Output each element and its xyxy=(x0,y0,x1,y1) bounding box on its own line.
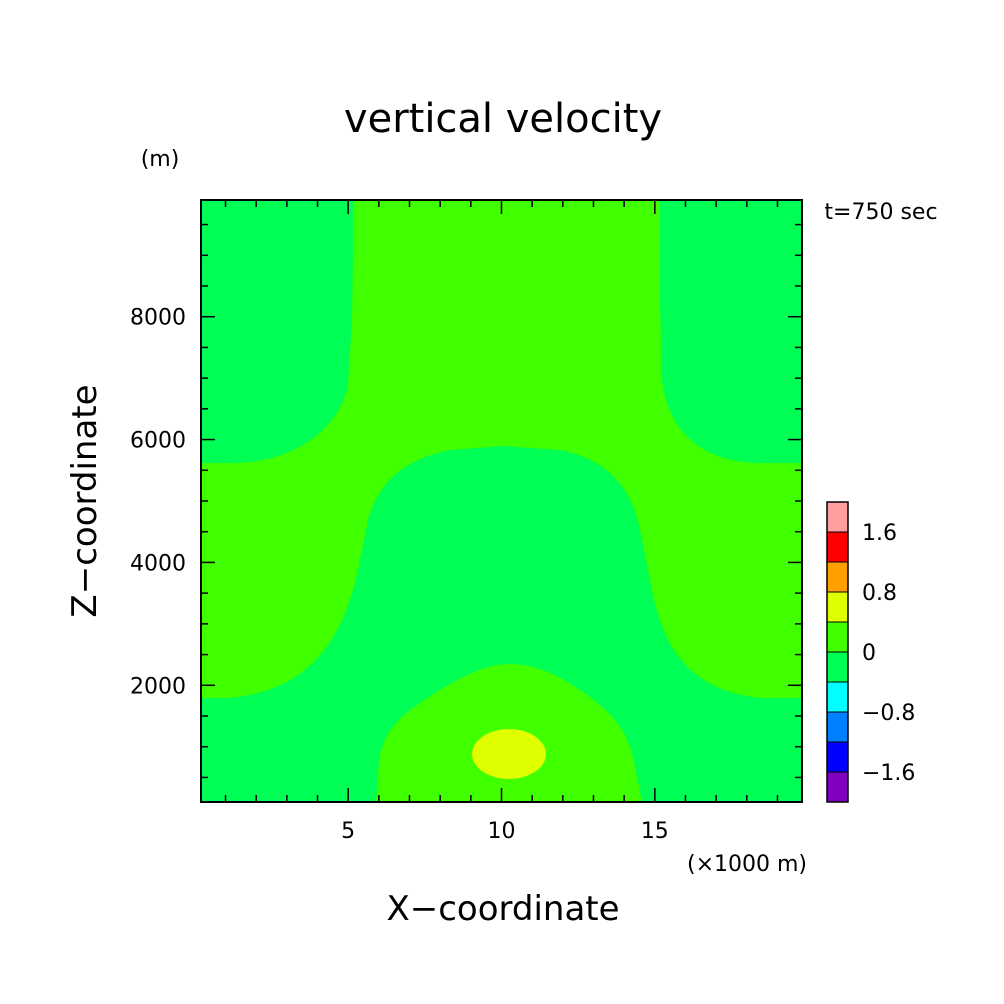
x-tick-label: 15 xyxy=(641,819,669,844)
colorbar-segment xyxy=(826,681,849,713)
plot-area: 5 10 15 2000 4000 6000 8000 xyxy=(130,199,803,844)
colorbar-tick-label: −1.6 xyxy=(862,761,915,786)
colorbar-segment xyxy=(826,651,849,683)
colorbar: −1.6 −0.8 0 0.8 1.6 xyxy=(826,501,915,803)
chart-title: vertical velocity xyxy=(344,96,662,142)
x-axis-title: X−coordinate xyxy=(386,889,619,929)
y-tick-label: 2000 xyxy=(130,674,186,699)
colorbar-tick-label: −0.8 xyxy=(862,701,915,726)
colorbar-segment xyxy=(826,741,849,773)
colorbar-segment xyxy=(826,621,849,653)
x-tick-label: 10 xyxy=(488,819,516,844)
y-axis-ticks: 2000 4000 6000 8000 xyxy=(130,223,802,779)
x-axis-ticks: 5 10 15 xyxy=(224,200,779,844)
colorbar-tick-label: 1.6 xyxy=(862,521,897,546)
time-label: t=750 sec xyxy=(824,200,937,225)
y-tick-label: 4000 xyxy=(130,551,186,576)
x-unit-label: (×1000 m) xyxy=(687,852,807,877)
colorbar-segment xyxy=(826,531,849,563)
colorbar-segment xyxy=(826,771,849,803)
y-axis-title: Z−coordinate xyxy=(65,384,105,617)
x-tick-label: 5 xyxy=(341,819,355,844)
colorbar-frame xyxy=(826,501,849,803)
colorbar-segment xyxy=(826,591,849,623)
y-tick-label: 6000 xyxy=(130,429,186,454)
colorbar-segment xyxy=(826,501,849,533)
colorbar-segment xyxy=(826,561,849,593)
colorbar-tick-label: 0.8 xyxy=(862,581,897,606)
region-core xyxy=(472,729,546,779)
colorbar-segment xyxy=(826,711,849,743)
colorbar-tick-label: 0 xyxy=(862,641,876,666)
region-upper-column xyxy=(201,200,802,698)
y-tick-label: 8000 xyxy=(130,306,186,331)
y-unit-label: (m) xyxy=(141,147,180,172)
